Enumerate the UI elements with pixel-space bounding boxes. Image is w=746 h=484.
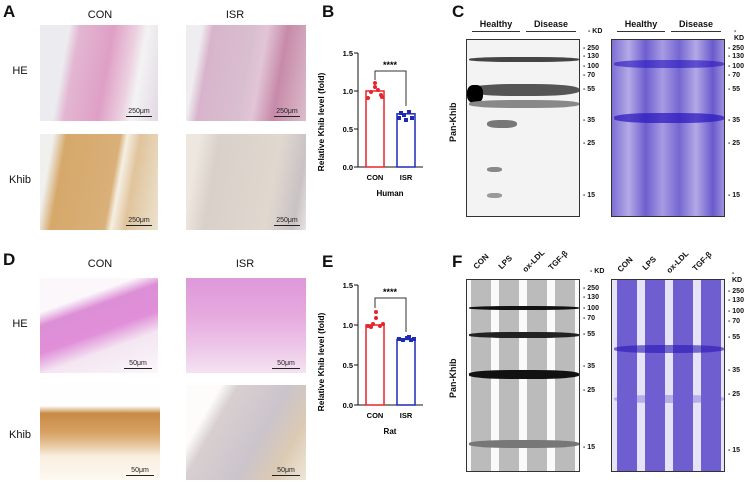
western-blot-c [466, 39, 580, 217]
col-label-con: CON [87, 9, 113, 21]
svg-text:CON: CON [367, 411, 384, 420]
panel-label-f: F [452, 252, 463, 271]
svg-text:ISR: ISR [400, 173, 413, 182]
svg-text:0.5: 0.5 [343, 125, 353, 134]
group-healthy-c2: Healthy [617, 19, 665, 32]
lane-label-tgfb-2: TGF-β [690, 249, 714, 273]
lane-label-oxldl-2: ox-LDL [664, 249, 691, 275]
svg-text:1.0: 1.0 [343, 87, 353, 96]
micrograph-d-con-he: 50μm [40, 278, 158, 373]
group-disease-c1: Disease [526, 19, 576, 32]
panel-label-c: C [452, 2, 465, 21]
kd-label-c1: KD [588, 28, 602, 35]
svg-text:CON: CON [367, 173, 384, 182]
svg-text:1.0: 1.0 [343, 321, 353, 330]
col-label-isr-d: ISR [235, 258, 255, 270]
row-label-khib-d: Khib [8, 429, 32, 441]
panel-label-d: D [3, 250, 16, 269]
lane-label-con-2: CON [615, 255, 635, 274]
row-label-khib: Khib [8, 174, 32, 186]
col-label-isr: ISR [225, 9, 245, 21]
svg-text:0.5: 0.5 [343, 361, 353, 370]
lane-label-con: CON [471, 252, 491, 271]
micrograph-a-isr-khib: 250μm [186, 134, 306, 230]
col-label-con-d: CON [87, 258, 113, 270]
svg-text:****: **** [383, 60, 398, 70]
row-label-he: HE [12, 65, 28, 77]
svg-text:Human: Human [376, 189, 403, 198]
y-axis-label-e: Relative Khib level (fold) [318, 312, 326, 411]
svg-text:1.5: 1.5 [343, 49, 353, 58]
y-axis-label-b: Relative Khib level (fold) [318, 72, 326, 171]
micrograph-a-con-he: 250μm [40, 25, 158, 121]
svg-text:Rat: Rat [384, 427, 397, 436]
western-blot-f [466, 279, 580, 472]
lane-label-lps-2: LPS [640, 254, 659, 272]
y-label-c: Pan-Khib [448, 102, 458, 143]
svg-text:ISR: ISR [400, 411, 413, 420]
panel-label-e: E [322, 252, 334, 271]
svg-text:0.0: 0.0 [343, 401, 353, 410]
group-healthy-c1: Healthy [472, 19, 520, 32]
coomassie-gel-c [611, 39, 725, 217]
kd-label-c2: KD [734, 28, 746, 42]
row-label-he-d: HE [12, 318, 28, 330]
panel-label-b: B [322, 2, 335, 21]
coomassie-gel-f [611, 279, 725, 472]
svg-text:****: **** [383, 287, 398, 297]
svg-text:1.5: 1.5 [343, 281, 353, 290]
lane-label-lps: LPS [496, 253, 515, 271]
lane-label-tgfb: TGF-β [546, 248, 570, 272]
micrograph-d-con-khib: 50μm [40, 385, 160, 480]
kd-label-f1: KD [590, 268, 604, 275]
micrograph-a-isr-he: 250μm [186, 25, 306, 121]
micrograph-d-isr-khib: 50μm [186, 385, 306, 480]
bar-chart-e: Relative Khib level (fold) 1.5 1.0 0.5 0… [316, 280, 438, 450]
svg-text:0.0: 0.0 [343, 163, 353, 172]
micrograph-d-isr-he: 50μm [186, 278, 306, 373]
micrograph-a-con-khib: 250μm [40, 134, 158, 230]
y-label-f: Pan-Khib [448, 358, 458, 399]
bar-chart-b: Relative Khib level (fold) 1.5 1.0 0.5 0… [316, 40, 438, 210]
group-disease-c2: Disease [671, 19, 721, 32]
lane-label-oxldl: ox-LDL [520, 248, 547, 274]
panel-label-a: A [3, 2, 16, 21]
kd-label-f2: KD [732, 270, 746, 284]
